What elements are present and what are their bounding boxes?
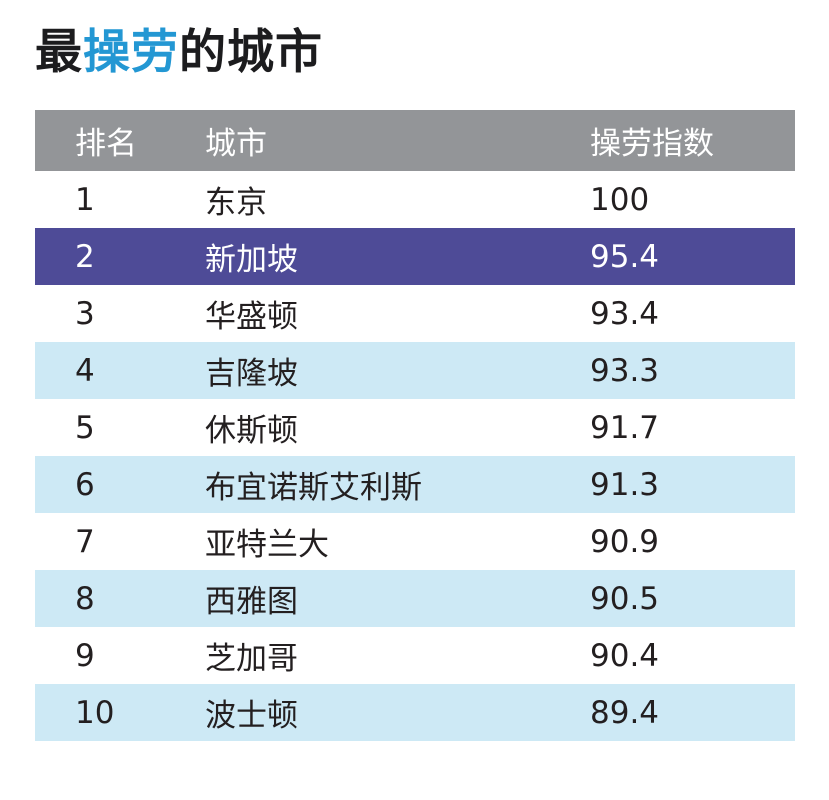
table-row: 10 波士顿 89.4	[35, 684, 795, 742]
city-cell: 芝加哥	[205, 641, 298, 678]
index-cell: 95.4	[590, 238, 660, 275]
rank-cell: 7	[75, 523, 95, 560]
table-row: 3 华盛顿 93.4	[35, 285, 795, 342]
table-row: 9 芝加哥 90.4	[35, 627, 795, 684]
table-row: 1 东京 100	[35, 171, 795, 228]
rank-cell: 6	[75, 466, 95, 503]
index-cell: 93.3	[590, 352, 660, 389]
rank-cell: 9	[75, 637, 95, 674]
city-cell: 新加坡	[205, 242, 298, 279]
index-cell: 90.9	[590, 523, 660, 560]
city-cell: 华盛顿	[205, 299, 298, 336]
index-cell: 100	[590, 181, 650, 218]
table-row: 7 亚特兰大 90.9	[35, 513, 795, 570]
title-prefix: 最	[35, 25, 83, 80]
ranking-table: 排名 城市 操劳指数 1 东京 100 2 新加坡 95.4 3 华盛顿 93.…	[35, 110, 795, 742]
index-cell: 90.4	[590, 637, 660, 674]
title-suffix: 的城市	[179, 25, 323, 80]
page-title: 最操劳的城市	[35, 25, 795, 80]
column-header-rank: 排名	[35, 110, 205, 172]
column-header-index: 操劳指数	[590, 110, 795, 172]
city-cell: 休斯顿	[205, 413, 298, 450]
city-cell: 波士顿	[205, 698, 298, 735]
rank-cell: 8	[75, 580, 95, 617]
index-cell: 90.5	[590, 580, 660, 617]
city-cell: 吉隆坡	[205, 356, 298, 393]
rank-cell: 4	[75, 352, 95, 389]
column-header-city: 城市	[205, 110, 590, 172]
index-cell: 93.4	[590, 295, 660, 332]
table-row: 4 吉隆坡 93.3	[35, 342, 795, 400]
rank-cell: 2	[75, 238, 95, 275]
rank-cell: 1	[75, 181, 95, 218]
table-row: 8 西雅图 90.5	[35, 570, 795, 628]
index-cell: 91.3	[590, 466, 660, 503]
city-cell: 布宜诺斯艾利斯	[205, 470, 422, 507]
index-cell: 89.4	[590, 694, 660, 731]
table-row: 6 布宜诺斯艾利斯 91.3	[35, 456, 795, 514]
infographic-page: 最操劳的城市 排名 城市 操劳指数 1 东京 100 2 新加坡 95.4	[35, 25, 795, 742]
rank-cell: 3	[75, 295, 95, 332]
city-cell: 亚特兰大	[205, 527, 329, 564]
table-row: 5 休斯顿 91.7	[35, 399, 795, 456]
index-cell: 91.7	[590, 409, 660, 446]
city-cell: 西雅图	[205, 584, 298, 621]
rank-cell: 5	[75, 409, 95, 446]
rank-cell: 10	[75, 694, 115, 731]
table-header-row: 排名 城市 操劳指数	[35, 110, 795, 172]
city-cell: 东京	[205, 185, 267, 222]
title-highlight: 操劳	[83, 25, 179, 80]
table-row-highlighted: 2 新加坡 95.4	[35, 228, 795, 286]
